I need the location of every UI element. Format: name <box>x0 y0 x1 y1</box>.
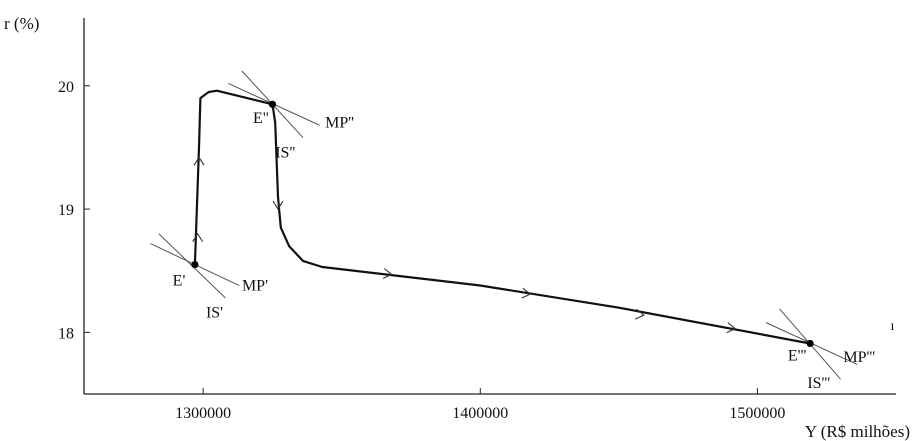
equilibrium-point <box>191 260 199 269</box>
direction-arrow-down <box>272 200 284 211</box>
point-label: E' <box>173 273 186 290</box>
direction-arrow-up <box>192 232 204 243</box>
curve-label: MP''' <box>843 349 875 366</box>
direction-arrow-up <box>193 156 205 166</box>
tick-group: 1300000 1400000 1500000 18 19 20 <box>58 79 785 422</box>
x-tick-label: 1500000 <box>729 405 785 422</box>
equilibrium-point <box>806 339 814 348</box>
y-axis-title: r (%) <box>4 14 39 33</box>
curve-label: IS'' <box>275 144 295 161</box>
direction-arrow-right <box>521 287 532 299</box>
equilibrium-point-group <box>191 100 814 348</box>
curve-label: IS''' <box>807 375 830 392</box>
direction-arrow-right <box>382 268 393 279</box>
x-axis-title: Y (R$ milhões) <box>805 422 910 441</box>
equilibrium-point <box>268 100 277 108</box>
adjustment-path-line <box>193 89 812 345</box>
adjustment-path-group <box>193 89 812 345</box>
direction-arrow-right <box>635 308 645 320</box>
curve-label: MP' <box>242 277 268 294</box>
point-label: E'' <box>253 110 269 127</box>
direction-arrow-right <box>726 322 737 334</box>
x-tick-label: 1400000 <box>452 405 508 422</box>
y-tick-label: 18 <box>58 325 74 342</box>
stray-mark: ı <box>890 319 894 334</box>
y-tick-label: 20 <box>58 79 74 96</box>
curve-label: IS' <box>206 305 223 322</box>
x-tick-label: 1300000 <box>175 405 231 422</box>
y-tick-label: 19 <box>58 202 74 219</box>
point-label: E''' <box>788 348 807 365</box>
axes: r (%) Y (R$ milhões) <box>4 14 910 441</box>
annotation-label-group: MP' IS' MP'' IS'' MP''' IS''' E' E'' E''' ı <box>173 110 895 392</box>
direction-arrow-group <box>192 156 737 334</box>
curve-label: MP'' <box>325 115 354 132</box>
